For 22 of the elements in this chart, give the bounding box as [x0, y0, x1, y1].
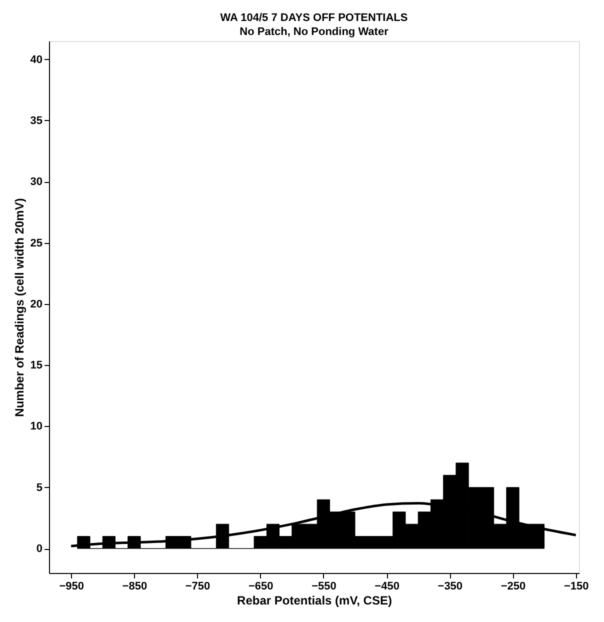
y-tick-label: 35: [30, 114, 42, 127]
x-tick-label: −250: [500, 580, 526, 592]
y-tick-label: 0: [36, 543, 42, 556]
x-tick-label: −650: [248, 580, 274, 592]
x-tick-label: −850: [122, 580, 148, 592]
x-tick-label: −750: [185, 580, 210, 592]
y-tick-label: 30: [30, 176, 42, 188]
y-tick-label: 25: [30, 237, 42, 250]
y-tick-label: 15: [30, 360, 42, 372]
x-axis-title: Rebar Potentials (mV, CSE): [237, 594, 392, 608]
y-axis-title: Number of Readings (cell width 20mV): [12, 198, 26, 417]
y-tick-label: 20: [30, 298, 42, 310]
x-tick-label: −350: [438, 580, 463, 592]
y-tick-label: 5: [36, 482, 42, 494]
y-tick-label: 10: [30, 420, 42, 433]
chart-title: WA 104/5 7 DAYS OFF POTENTIALS: [220, 12, 408, 24]
x-tick-label: −950: [59, 580, 84, 592]
chart-subtitle: No Patch, No Ponding Water: [240, 26, 390, 38]
y-tick-label: 40: [30, 54, 42, 66]
x-tick-label: −550: [312, 580, 336, 592]
x-tick-label: −450: [374, 580, 400, 592]
x-tick-label: −150: [564, 580, 589, 592]
